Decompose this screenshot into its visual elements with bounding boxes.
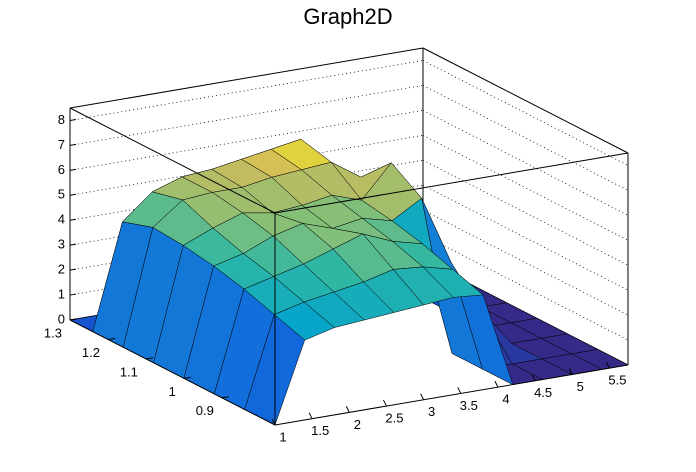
y-tick-label: 1.1	[120, 364, 138, 379]
y-tick	[69, 318, 78, 321]
y-tick	[107, 337, 116, 340]
box-edge	[274, 152, 629, 214]
z-tick-label: 8	[58, 112, 65, 127]
x-tick	[383, 399, 387, 407]
x-tick-label: 1.5	[311, 423, 329, 438]
x-tick	[271, 418, 276, 426]
grid-line	[422, 134, 629, 241]
x-tick	[345, 406, 350, 413]
z-tick-label: 1	[58, 286, 65, 301]
z-tick	[69, 168, 77, 171]
z-tick	[69, 293, 77, 296]
grid-line	[422, 85, 629, 191]
y-tick-label: 1.3	[44, 325, 62, 340]
x-tick	[420, 393, 425, 400]
y-tick-label: 1	[169, 384, 176, 399]
grid-line	[422, 60, 629, 166]
z-tick-label: 4	[58, 212, 65, 227]
z-tick	[69, 118, 77, 121]
x-tick-label: 2.5	[385, 410, 403, 425]
x-tick-label: 5	[577, 379, 584, 394]
axis-line	[274, 364, 629, 426]
z-tick	[69, 268, 77, 271]
x-tick	[494, 380, 499, 388]
z-tick	[69, 143, 77, 146]
y-tick-label: 1.2	[82, 345, 100, 360]
z-tick-label: 6	[58, 162, 65, 177]
z-tick-label: 2	[58, 262, 65, 277]
y-tick-label: 0.9	[196, 403, 214, 418]
grid-line	[422, 159, 629, 266]
z-tick-label: 0	[58, 311, 65, 326]
x-tick	[308, 412, 313, 419]
x-tick-label: 5.5	[608, 373, 626, 388]
z-tick	[69, 193, 77, 196]
box-edge	[69, 107, 276, 214]
grid-line	[422, 109, 629, 216]
x-tick-label: 4.5	[534, 385, 552, 400]
x-tick	[568, 368, 573, 375]
box-edge	[69, 47, 424, 109]
z-tick	[69, 243, 77, 246]
z-tick-label: 3	[58, 237, 65, 252]
y-tick	[145, 357, 153, 360]
z-tick	[69, 218, 77, 221]
x-tick	[531, 374, 536, 382]
box-edge	[422, 47, 629, 154]
grid-line	[69, 85, 424, 146]
chart-title: Graph2D	[303, 4, 392, 29]
z-tick-label: 5	[58, 187, 65, 202]
x-tick	[457, 387, 462, 394]
x-tick	[605, 361, 610, 369]
grid-line	[69, 60, 424, 121]
x-tick-label: 3.5	[460, 398, 478, 413]
x-tick-label: 3	[428, 404, 435, 419]
z-tick-label: 7	[58, 137, 65, 152]
x-tick-label: 2	[354, 417, 361, 432]
x-tick-label: 4	[502, 392, 509, 407]
y-tick	[183, 376, 191, 379]
x-tick-label: 1	[279, 429, 286, 444]
y-tick	[221, 396, 229, 399]
axis-line	[69, 319, 276, 426]
